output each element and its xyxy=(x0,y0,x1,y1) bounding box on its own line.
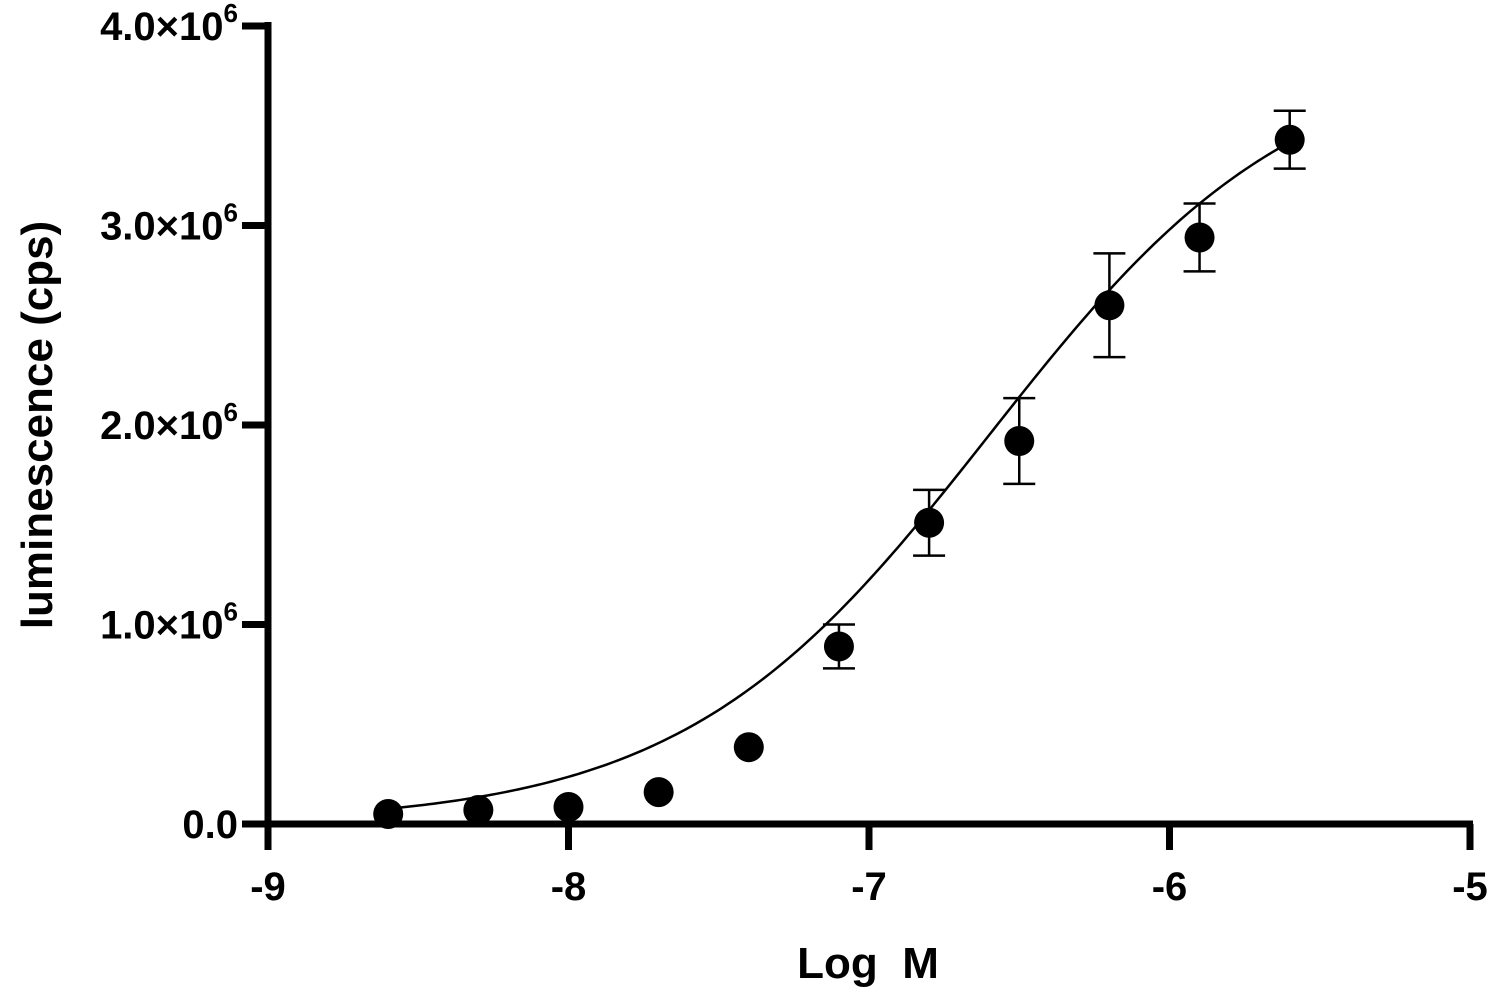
data-point xyxy=(914,507,945,538)
x-tick-label: -6 xyxy=(1152,865,1188,909)
y-tick-label: 1.0×106 xyxy=(100,597,238,648)
y-tick-label: 0.0 xyxy=(182,803,238,847)
y-axis-ticks: 0.0 1.0×106 2.0×106 3.0×106 4.0×106 xyxy=(100,0,268,847)
x-axis-ticks: -9 -8 -7 -6 -5 xyxy=(250,824,1488,909)
y-tick-label: 2.0×106 xyxy=(100,397,238,448)
y-tick-label: 4.0×106 xyxy=(100,0,238,49)
x-tick-label: -7 xyxy=(851,865,887,909)
x-tick-label: -8 xyxy=(551,865,587,909)
y-tick-label: 3.0×106 xyxy=(100,198,238,249)
data-point xyxy=(643,777,674,808)
y-axis-title: luminescence (cps) xyxy=(13,221,62,629)
data-point xyxy=(463,795,494,826)
x-axis-title: Log M xyxy=(797,939,939,988)
fit-curve xyxy=(388,141,1291,811)
error-bars xyxy=(822,109,1306,670)
data-point xyxy=(1004,425,1035,456)
data-markers xyxy=(373,124,1305,830)
data-point xyxy=(733,732,764,763)
data-point xyxy=(1184,222,1215,253)
data-point xyxy=(823,631,854,662)
x-tick-label: -5 xyxy=(1452,865,1488,909)
data-point xyxy=(553,792,584,823)
x-tick-label: -9 xyxy=(250,865,286,909)
data-point xyxy=(1274,124,1305,155)
data-point xyxy=(1094,290,1125,321)
